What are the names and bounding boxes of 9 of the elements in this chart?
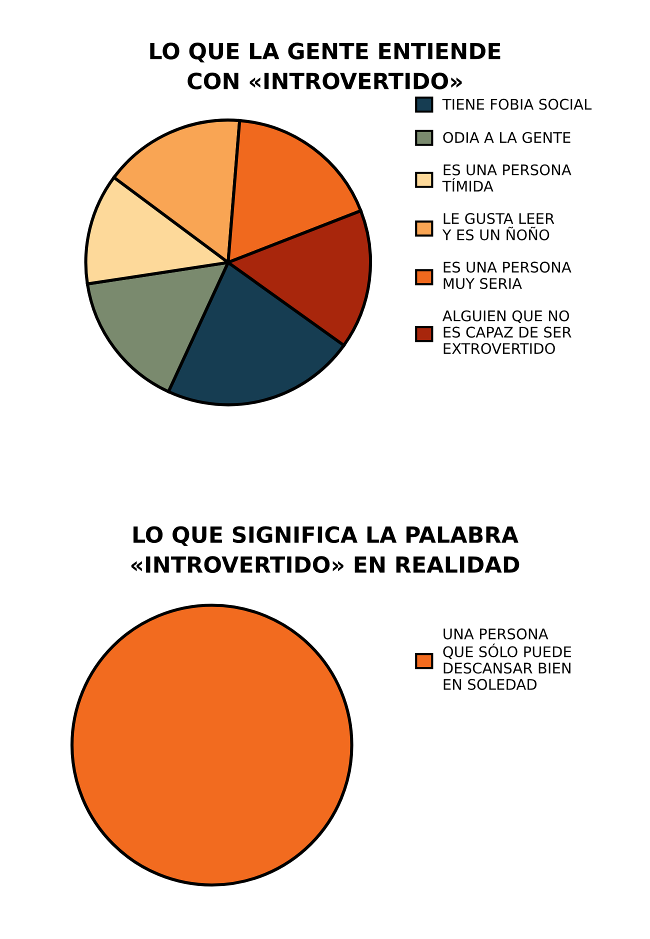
legend-label: LE GUSTA LEER Y ES UN ÑOÑO	[442, 213, 554, 240]
legend-label: TIENE FOBIA SOCIAL	[442, 98, 592, 110]
legend-label: ES UNA PERSONA MUY SERIA	[444, 262, 572, 290]
legend-label: ES UNA PERSONA TÍMIDA	[442, 164, 572, 192]
chart-title: LO QUE SIGNIFICA LA PALABRA «INTROVERTIDO» EN REALIDAD	[131, 526, 520, 573]
legend-label: ODIA A LA GENTE	[443, 132, 570, 144]
chart-title: LO QUE LA GENTE ENTIENDE CON «INTROVERTIDO»	[150, 42, 500, 90]
legend-label: UNA PERSONA QUE SÓLO PUEDE DESCANSAR BIEN EN SOLEDAD	[443, 628, 572, 690]
legend-label: ALGUIEN QUE NO ES CAPAZ DE SER EXTROVERTIDO	[442, 310, 572, 354]
